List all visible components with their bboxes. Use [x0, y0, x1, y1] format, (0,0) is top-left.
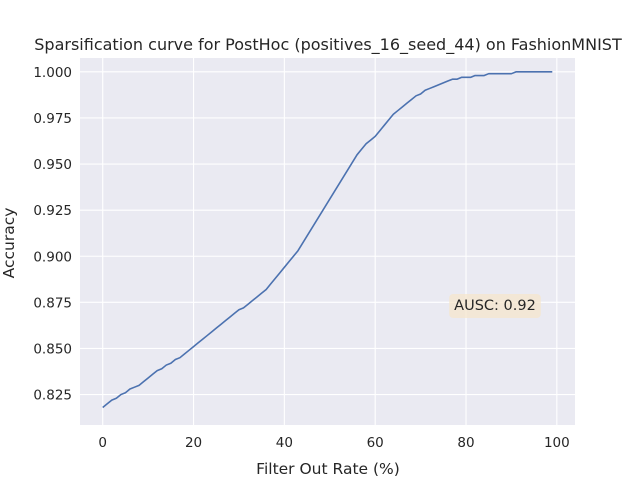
y-tick-label: 0.925	[33, 203, 72, 219]
y-tick-labels: 0.825 0.850 0.875 0.900 0.925 0.950 0.975 1.000	[33, 65, 72, 404]
x-tick-label: 80	[457, 435, 474, 451]
chart-title: Sparsification curve for PostHoc (positi…	[34, 35, 622, 55]
x-tick-label: 60	[367, 435, 384, 451]
series-line	[102, 71, 553, 409]
y-tick-label: 0.875	[33, 295, 72, 311]
y-tick-label: 0.950	[33, 157, 72, 173]
y-tick-label: 0.825	[33, 388, 72, 404]
annotation: AUSC: 0.92	[449, 294, 541, 318]
x-axis-label: Filter Out Rate (%)	[256, 460, 400, 478]
y-axis-label: Accuracy	[0, 208, 18, 279]
grid-lines	[80, 58, 575, 425]
series-group	[102, 71, 553, 409]
y-tick-label: 1.000	[33, 65, 72, 81]
annotation-text: AUSC: 0.92	[454, 298, 536, 314]
x-tick-label: 100	[544, 435, 570, 451]
x-tick-label: 20	[185, 435, 202, 451]
plot-area	[80, 58, 575, 425]
x-tick-labels: 0 20 40 60 80 100	[98, 435, 569, 451]
y-tick-label: 0.900	[33, 249, 72, 265]
y-tick-label: 0.975	[33, 111, 72, 127]
x-tick-label: 0	[98, 435, 107, 451]
annotation-box	[449, 294, 541, 318]
x-tick-label: 40	[276, 435, 293, 451]
y-tick-label: 0.850	[33, 341, 72, 357]
